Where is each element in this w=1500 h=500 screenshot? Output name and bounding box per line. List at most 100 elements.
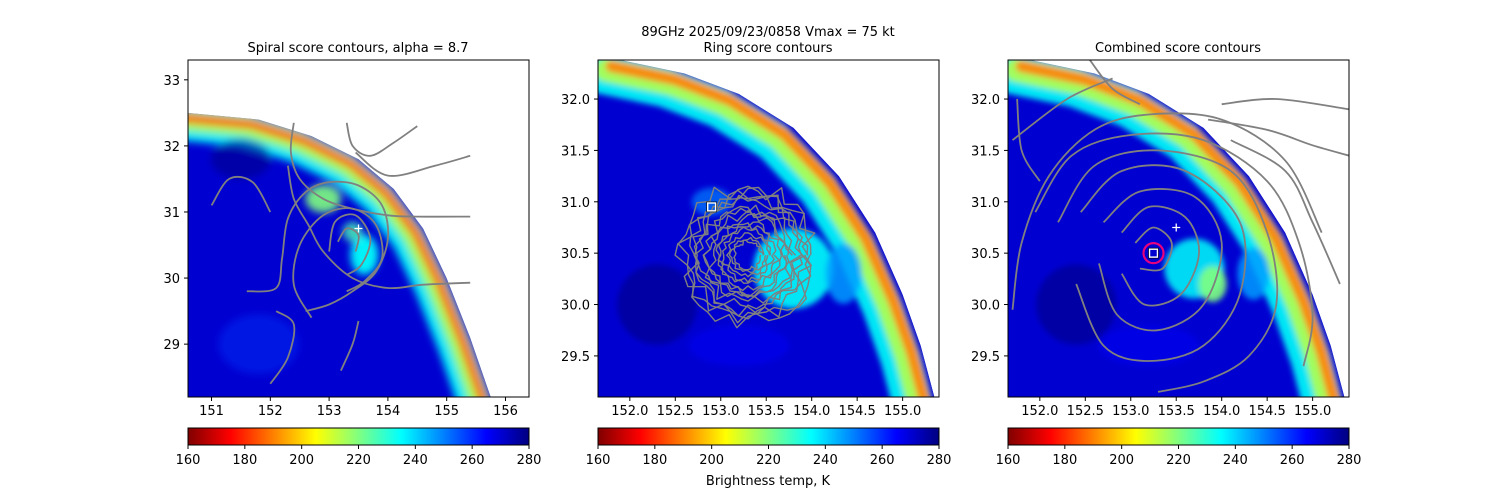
contour-line <box>345 122 418 157</box>
storm-center-marker <box>354 224 363 233</box>
y-tick-label: 32.0 <box>971 93 1000 108</box>
colorbar-tick-label: 240 <box>1223 453 1248 468</box>
colorbar-tick-label: 220 <box>756 453 781 468</box>
contour-line <box>1120 205 1200 307</box>
x-tick-label: 152 <box>258 404 283 419</box>
score-contours <box>210 122 471 385</box>
contour-line <box>337 227 360 252</box>
colorbar-tick-label: 240 <box>813 453 838 468</box>
y-tick-label: 32 <box>163 140 180 155</box>
colorbar-label: Brightness temp, K <box>706 474 831 489</box>
contour-line <box>693 194 804 317</box>
score-center-square-outline <box>1148 247 1159 259</box>
y-tick-label: 30.5 <box>971 247 1000 262</box>
colorbar-tick-label: 180 <box>232 453 257 468</box>
x-tick-label: 154.0 <box>1203 404 1240 419</box>
contour-line <box>1075 164 1247 362</box>
temperature-features <box>1008 60 1345 397</box>
x-tick-label: 153.0 <box>702 404 739 419</box>
contour-line <box>269 310 296 385</box>
colorbar-tick-label: 260 <box>1280 453 1305 468</box>
temperature-blob <box>218 314 299 375</box>
contour-line <box>674 185 812 329</box>
x-tick-label: 156 <box>493 404 518 419</box>
score-center-square-outline <box>706 201 717 213</box>
colorbar-tick-label: 220 <box>346 453 371 468</box>
contour-line <box>328 213 372 276</box>
colorbar-gradient <box>187 427 530 446</box>
contour-line <box>1230 139 1341 285</box>
x-tick-label: 155.0 <box>1294 404 1331 419</box>
colorbar-tick-label: 280 <box>1337 453 1362 468</box>
rain-band <box>605 60 932 397</box>
score-contours <box>674 185 816 329</box>
x-tick-label: 151 <box>199 404 224 419</box>
contour-line <box>1134 226 1173 272</box>
contour-line <box>708 212 788 299</box>
contour-line <box>703 205 793 298</box>
temperature-features <box>188 112 491 397</box>
axes-frame <box>597 59 940 398</box>
y-tick-label: 29 <box>163 338 180 353</box>
panel-title-spiral: Spiral score contours, alpha = 8.7 <box>247 41 468 56</box>
colorbar-tick-label: 160 <box>586 453 611 468</box>
y-tick-label: 29.5 <box>561 350 590 365</box>
rain-band <box>1015 60 1342 397</box>
figure-suptitle: 89GHz 2025/09/23/0858 Vmax = 75 kt <box>641 25 895 40</box>
x-tick-label: 154.5 <box>1249 404 1286 419</box>
storm-center-marker <box>1172 223 1181 232</box>
contour-line <box>726 232 771 278</box>
y-tick-label: 30.0 <box>971 299 1000 314</box>
x-tick-label: 155.0 <box>884 404 921 419</box>
contour-line <box>292 207 384 319</box>
brightness-temp-field <box>188 112 491 397</box>
colorbar-tick-label: 180 <box>642 453 667 468</box>
contour-line <box>1221 98 1349 111</box>
colorbar-tick-label: 160 <box>176 453 201 468</box>
panel-combined: Combined score contours 152.0 152.5 153.0 1… <box>971 41 1361 468</box>
contour-line <box>1016 98 1041 182</box>
x-tick-label: 152.5 <box>1067 404 1104 419</box>
x-tick-label: 153.5 <box>748 404 785 419</box>
score-contours <box>1011 60 1349 393</box>
panel-ring: Ring score contours 152.0 152.5 153.0 153.5… <box>561 41 951 468</box>
temperature-blob <box>1098 325 1199 366</box>
y-tick-label: 30.0 <box>561 299 590 314</box>
colorbar-tick-label: 260 <box>870 453 895 468</box>
rain-band <box>188 112 489 397</box>
contour-line <box>1011 112 1323 310</box>
colorbar-tick-label: 280 <box>517 453 542 468</box>
contour-line <box>692 196 807 315</box>
x-tick-label: 152.0 <box>611 404 648 419</box>
contour-line <box>1207 118 1349 157</box>
contour-line <box>715 221 783 292</box>
panel-spiral: Spiral score contours, alpha = 8.7 151 15… <box>163 41 541 468</box>
contour-line <box>1098 188 1223 332</box>
contour-line <box>355 151 471 177</box>
contour-line <box>289 122 471 218</box>
colorbar: 160 180 200 220 240 260 280 <box>996 427 1362 468</box>
brightness-temp-field <box>598 60 935 397</box>
score-center-square <box>706 202 717 212</box>
y-tick-label: 30.5 <box>561 247 590 262</box>
y-tick-label: 29.5 <box>971 350 1000 365</box>
y-tick-label: 31.0 <box>561 196 590 211</box>
score-center-square <box>1148 248 1159 258</box>
temperature-blob <box>825 243 862 304</box>
colorbar-gradient <box>597 427 940 446</box>
contour-line <box>1034 132 1314 367</box>
x-tick-label: 153.5 <box>1158 404 1195 419</box>
colorbar-tick-label: 200 <box>699 453 724 468</box>
colorbar: 160 180 200 220 240 260 280 <box>176 427 542 468</box>
temperature-blob <box>1237 247 1270 300</box>
colorbar-tick-label: 180 <box>1052 453 1077 468</box>
contour-line <box>677 186 816 324</box>
plot-area <box>1008 60 1349 397</box>
temperature-blob <box>1198 265 1227 302</box>
x-tick-label: 154.0 <box>793 404 830 419</box>
temperature-blob <box>1036 264 1117 345</box>
combined-center-circle <box>1142 242 1165 265</box>
panel-title-combined: Combined score contours <box>1095 41 1261 56</box>
y-tick-label: 31.5 <box>971 144 1000 159</box>
x-tick-label: 152.0 <box>1021 404 1058 419</box>
